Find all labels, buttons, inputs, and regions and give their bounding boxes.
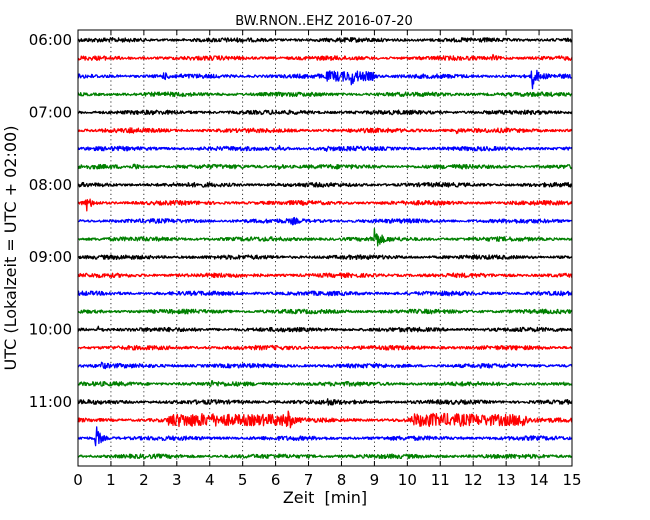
x-axis-label: Zeit [min]: [283, 488, 367, 507]
x-tick-label: 11: [431, 471, 450, 489]
trace-line: [77, 308, 573, 315]
x-tick-label: 5: [238, 471, 248, 489]
x-tick-label: 6: [271, 471, 281, 489]
trace-group: [77, 37, 573, 460]
x-tick-label: 2: [139, 471, 149, 489]
trace-line: [77, 109, 573, 116]
trace-line: [77, 272, 573, 279]
trace-line: [77, 53, 573, 62]
y-tick-label: 11:00: [29, 393, 72, 411]
x-tick-label: 4: [205, 471, 215, 489]
trace-line: [77, 426, 573, 447]
x-tick-label: 3: [172, 471, 182, 489]
trace-line: [77, 216, 573, 226]
trace-line: [77, 127, 573, 135]
trace-line: [77, 37, 573, 43]
x-axis: 0 1 2 3 4 5 6 7 8 9 10 11 12 13 14 15: [73, 30, 582, 489]
y-tick-label: 09:00: [29, 248, 72, 266]
trace-line: [77, 91, 573, 98]
x-tick-label: 12: [464, 471, 483, 489]
trace-line: [77, 163, 573, 170]
trace-line: [77, 145, 573, 152]
x-tick-label: 9: [370, 471, 380, 489]
trace-line: [77, 69, 573, 90]
plot-frame: [77, 29, 573, 467]
trace-line: [77, 361, 573, 370]
trace-line: [77, 453, 573, 460]
x-tick-label: 8: [337, 471, 347, 489]
trace-line: [77, 398, 573, 406]
x-tick-label: 13: [497, 471, 516, 489]
x-tick-label: 0: [73, 471, 83, 489]
x-tick-label: 14: [530, 471, 549, 489]
x-tick-label: 15: [562, 471, 581, 489]
y-tick-label: 07:00: [29, 103, 72, 121]
trace-line: [77, 254, 573, 261]
trace-line: [77, 181, 573, 188]
y-axis-label: UTC (Lokalzeit = UTC + 02:00): [1, 126, 20, 371]
trace-line: [77, 228, 573, 247]
trace-line: [77, 344, 573, 351]
trace-line: [77, 290, 573, 297]
x-tick-label: 10: [398, 471, 417, 489]
x-tick-label: 7: [304, 471, 314, 489]
y-tick-label: 10:00: [29, 321, 72, 339]
trace-line: [77, 198, 573, 212]
x-tick-label: 1: [106, 471, 116, 489]
trace-line: [77, 410, 573, 429]
trace-line: [77, 380, 573, 387]
chart-title: BW.RNON..EHZ 2016-07-20: [235, 14, 413, 29]
y-tick-label: 08:00: [29, 176, 72, 194]
y-tick-label: 06:00: [29, 31, 72, 49]
y-axis: 06:00 07:00 08:00 09:00 10:00 11:00: [29, 31, 572, 411]
trace-line: [77, 325, 573, 333]
